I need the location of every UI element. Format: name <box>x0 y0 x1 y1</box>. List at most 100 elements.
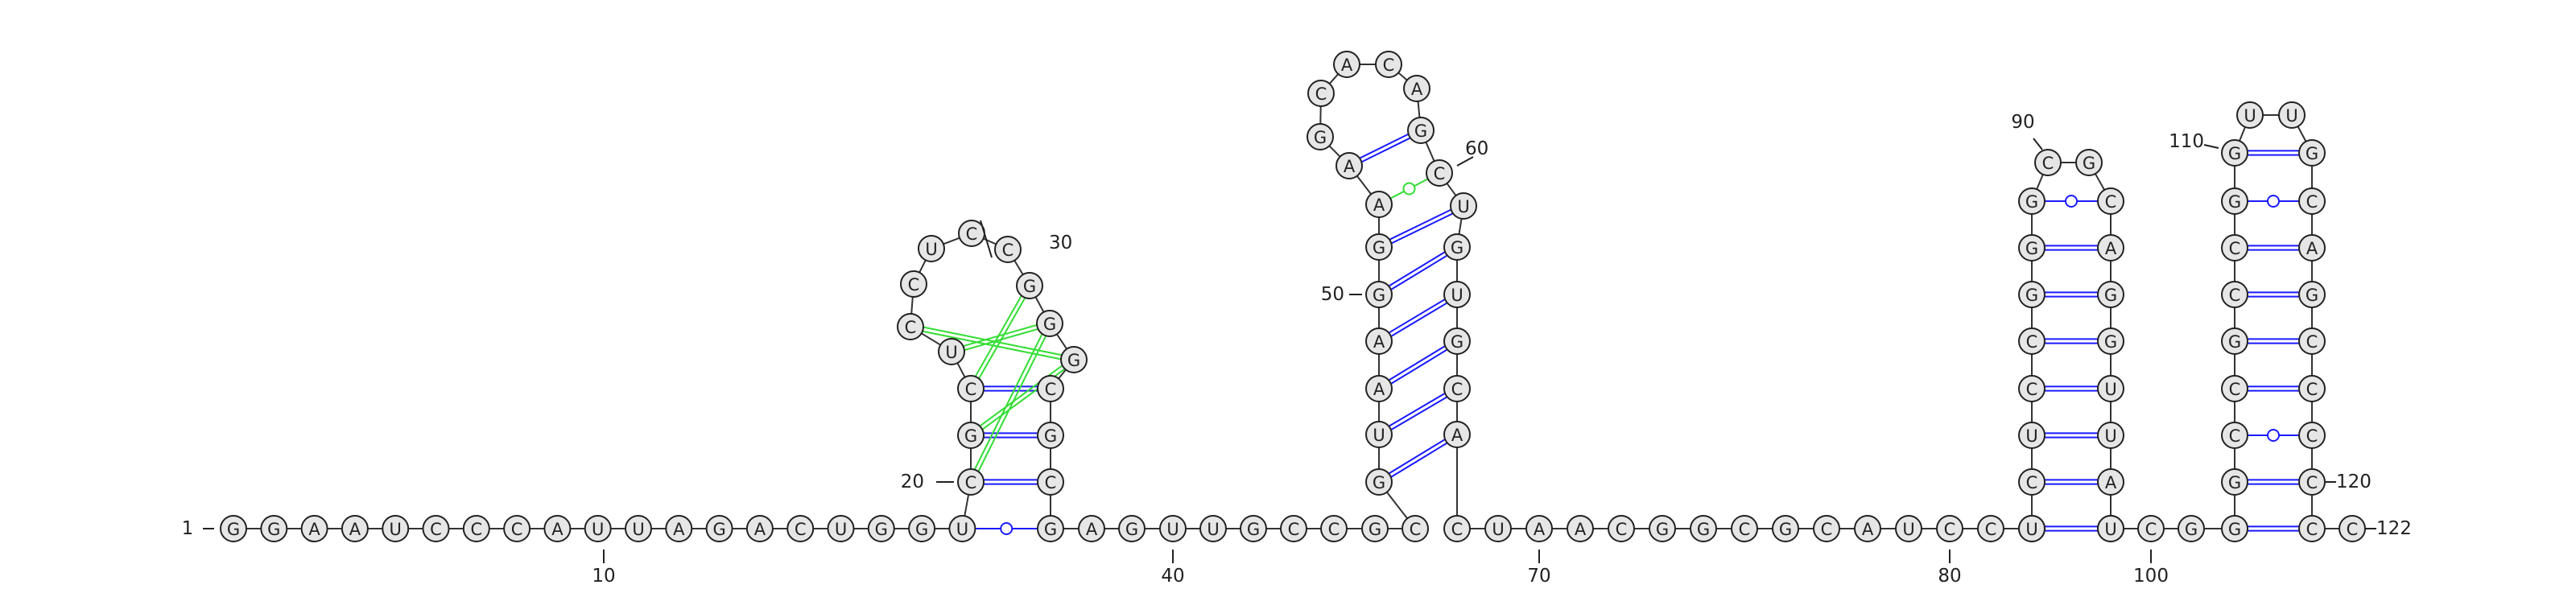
nucleotide-41: C <box>1281 516 1307 542</box>
nucleotide-40: G <box>1241 516 1266 542</box>
nucleotide-87: G <box>2019 235 2045 261</box>
base-pair-104-119 <box>2248 430 2299 441</box>
nucleotide-27: C <box>959 220 985 246</box>
nucleotide-letter: C <box>2306 426 2318 446</box>
base-pair-49-61 <box>1389 252 1447 290</box>
base-pair-82-97 <box>2045 480 2098 484</box>
nucleotide-113: G <box>2299 140 2325 166</box>
nucleotide-letter: C <box>1985 520 1997 539</box>
nucleotide-45: G <box>1366 469 1392 495</box>
svg-text:90: 90 <box>2011 112 2034 133</box>
nucleotide-42: C <box>1321 516 1347 542</box>
nucleotide-51: A <box>1366 191 1392 217</box>
nucleotide-116: G <box>2299 282 2325 307</box>
nucleotide-letter: A <box>754 520 766 539</box>
backbone-bond <box>1459 219 1461 234</box>
nucleotide-letter: A <box>673 520 685 539</box>
position-label-40: 40 <box>1161 550 1184 587</box>
nucleotide-7: C <box>464 516 489 542</box>
base-pairs-layer <box>923 134 2299 534</box>
nucleotide-letter: G <box>2228 520 2241 539</box>
backbone-bond <box>1036 297 1044 312</box>
nucleotide-letter: G <box>2185 520 2198 539</box>
base-pair-46-64 <box>1389 393 1447 430</box>
base-pair-108-115 <box>2248 245 2299 249</box>
nucleotide-letter: U <box>2285 106 2297 126</box>
nucleotide-letter: C <box>965 380 977 399</box>
nucleotide-115: A <box>2299 235 2325 261</box>
nucleotide-110: G <box>2222 140 2248 166</box>
nucleotide-55: A <box>1334 51 1360 77</box>
nucleotide-letter: A <box>1344 157 1356 176</box>
nucleotide-82: C <box>2019 469 2045 495</box>
nucleotide-48: A <box>1366 328 1392 354</box>
nucleotide-letter: G <box>712 520 725 539</box>
nucleotide-letter: G <box>2025 239 2038 258</box>
nucleotide-letter: C <box>908 275 920 294</box>
nucleotide-letter: A <box>2105 473 2117 492</box>
position-label-10: 10 <box>592 550 615 587</box>
nucleotide-30: G <box>1037 311 1063 336</box>
nucleotide-letter: G <box>1247 520 1260 539</box>
nucleotide-letter: U <box>2025 426 2037 446</box>
nucleotide-15: C <box>787 516 813 542</box>
nucleotide-14: A <box>747 516 773 542</box>
base-pair-102-121 <box>2248 526 2299 530</box>
nucleotide-64: C <box>1444 376 1470 402</box>
nucleotide-118: C <box>2299 376 2325 402</box>
nucleotide-34: C <box>1038 469 1063 495</box>
nucleotide-75: C <box>1814 516 1839 542</box>
nucleotide-letter: C <box>1410 520 1422 539</box>
base-pair-103-120 <box>2248 480 2299 484</box>
nucleotide-81: U <box>2019 516 2045 542</box>
nucleotide-letter: A <box>1451 426 1463 445</box>
nucleotide-letter: C <box>2026 473 2038 492</box>
nucleotide-letter: G <box>2025 286 2038 305</box>
nucleotide-91: C <box>2098 188 2124 214</box>
position-label-70: 70 <box>1527 550 1550 587</box>
backbone-bond <box>1418 101 1420 117</box>
backbone-bond <box>1014 261 1023 275</box>
nucleotide-94: G <box>2098 328 2124 354</box>
nucleotide-70: C <box>1608 516 1634 542</box>
position-label-1: 1 <box>182 518 214 539</box>
base-pair-22-29 <box>976 296 1026 379</box>
nucleotide-95: U <box>2098 376 2124 402</box>
nucleotide-20: C <box>958 469 984 495</box>
nucleotide-letter: G <box>1023 277 1036 296</box>
nucleotide-letter: C <box>1451 380 1463 399</box>
nucleotide-121: C <box>2299 516 2325 542</box>
backbone-bond <box>2240 127 2245 141</box>
nucleotide-104: C <box>2222 422 2248 448</box>
nucleotide-100: C <box>2138 516 2164 542</box>
position-label-122: 122 <box>2365 518 2412 539</box>
nucleotide-letter: C <box>1002 241 1014 260</box>
nucleotide-102: G <box>2222 516 2248 542</box>
nucleotide-letter: C <box>965 473 977 492</box>
nucleotide-letter: U <box>1207 520 1219 539</box>
nucleotide-78: C <box>1937 516 1963 542</box>
backbone-bond <box>964 495 968 517</box>
nucleotide-letter: G <box>2104 286 2117 305</box>
base-pair-83-96 <box>2045 433 2098 437</box>
svg-text:110: 110 <box>2169 131 2204 152</box>
base-pair-48-62 <box>1389 299 1447 336</box>
nucleotide-31: G <box>1061 347 1087 373</box>
base-pair-51-59 <box>1390 179 1428 198</box>
nucleotide-letter: A <box>1373 332 1385 352</box>
nucleotide-letter: C <box>470 520 482 539</box>
nucleotide-4: A <box>342 516 368 542</box>
base-pair-47-63 <box>1389 346 1447 384</box>
svg-text:20: 20 <box>901 472 924 492</box>
position-label-50: 50 <box>1321 284 1362 305</box>
nucleotide-letter: C <box>1616 520 1628 539</box>
nucleotide-letter: U <box>2244 106 2256 126</box>
nucleotide-67: U <box>1485 516 1511 542</box>
nucleotide-letter: U <box>956 520 968 539</box>
nucleotide-letter: U <box>2104 426 2116 446</box>
nucleotide-114: C <box>2299 188 2325 214</box>
nucleotide-47: A <box>1366 376 1392 402</box>
nucleotide-letter: C <box>1944 520 1956 539</box>
nucleotide-108: C <box>2222 235 2248 261</box>
